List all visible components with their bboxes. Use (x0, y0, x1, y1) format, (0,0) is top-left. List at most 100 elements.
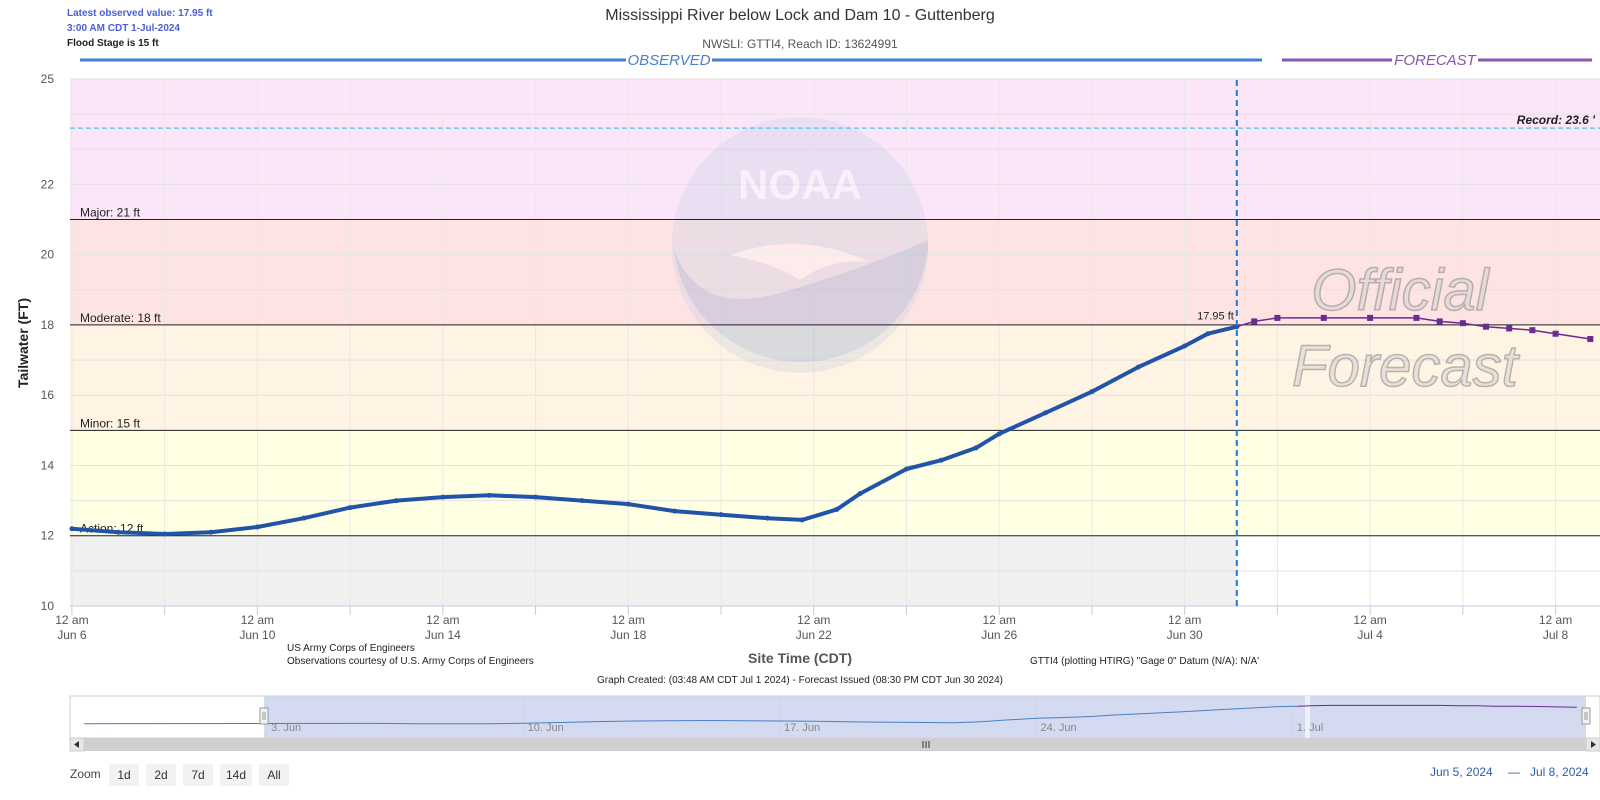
band-action (70, 430, 1600, 536)
x-tick-label-date: Jul 8 (1543, 628, 1569, 642)
observed-point (1089, 389, 1095, 395)
observed-point (301, 515, 307, 521)
forecast-point (1320, 314, 1327, 321)
scroll-right-arrow-icon (1591, 741, 1596, 748)
navigator-scrollbar-thumb[interactable] (84, 738, 1586, 751)
x-axis-title: Site Time (CDT) (748, 650, 852, 666)
observed-point (254, 524, 260, 530)
navigator-label: 10. Jun (528, 722, 564, 734)
observed-point (1205, 331, 1211, 337)
threshold-label-moderate: Moderate: 18 ft (80, 311, 161, 325)
navigator-forecast-line (1297, 704, 1577, 708)
observed-point (857, 491, 863, 497)
x-tick-label-date: Jun 14 (425, 628, 461, 642)
observed-point (69, 526, 75, 532)
observations-credit: Observations courtesy of U.S. Army Corps… (287, 656, 534, 667)
range-separator: — (1508, 765, 1520, 779)
x-tick-label-time: 12 am (1353, 613, 1386, 627)
observed-point (579, 498, 585, 504)
zoom-1d-button[interactable]: 1d (109, 764, 139, 786)
x-tick-label-date: Jun 26 (981, 628, 1017, 642)
forecast-banner-label: FORECAST (1394, 52, 1478, 69)
threshold-label-major: Major: 21 ft (80, 206, 141, 220)
record-label: Record: 23.6 ' (1517, 113, 1596, 127)
y-tick-label: 12 (41, 529, 55, 543)
navigator-labels: 3. Jun 10. Jun 17. Jun 24. Jun 1. Jul (271, 722, 1323, 734)
forecast-point (1274, 314, 1281, 321)
forecast-point (1552, 330, 1559, 337)
navigator-now-gap (1305, 696, 1310, 738)
forecast-point (1483, 323, 1490, 330)
observed-point (347, 505, 353, 511)
y-tick-label: 14 (41, 458, 55, 472)
forecast-point (1413, 314, 1420, 321)
navigator-handle-right[interactable] (1581, 707, 1591, 725)
x-tick-label-time: 12 am (797, 613, 830, 627)
observed-point (973, 445, 979, 451)
band-minor (70, 324, 1600, 431)
x-tick-label-time: 12 am (612, 613, 645, 627)
y-tick-label: 18 (41, 318, 55, 332)
data-series: 17.95 ft (69, 311, 1594, 537)
zoom-14d-button[interactable]: 14d (220, 764, 252, 786)
band-moderate (70, 219, 1600, 325)
zoom-label: Zoom (70, 767, 101, 781)
navigator-label: 3. Jun (271, 722, 301, 734)
official-text: Official (1311, 258, 1490, 323)
latest-value-label: 17.95 ft (1197, 311, 1234, 323)
zoom-all-button[interactable]: All (259, 764, 289, 786)
zoom-2d-button[interactable]: 2d (146, 764, 176, 786)
observed-point (834, 506, 840, 512)
observed-point (162, 531, 168, 537)
observed-point (115, 529, 121, 535)
x-tick-label-time: 12 am (55, 613, 88, 627)
x-tick-label-date: Jun 22 (796, 628, 832, 642)
graph-created-note: Graph Created: (03:48 AM CDT Jul 1 2024)… (597, 675, 1003, 686)
observed-point (625, 501, 631, 507)
x-tick-label-date: Jun 6 (57, 628, 87, 642)
x-tick-label-date: Jul 4 (1357, 628, 1383, 642)
observed-point (533, 494, 539, 500)
chart-title: Mississippi River below Lock and Dam 10 … (605, 7, 995, 24)
y-tick-label: 25 (41, 72, 55, 86)
observed-banner-label: OBSERVED (627, 52, 710, 69)
navigator-selection (264, 696, 1586, 738)
hydrograph-chart: NOAA Official Forecast Action: 12 ftMino… (41, 52, 1600, 642)
observed-point (938, 457, 944, 463)
y-tick-label: 16 (41, 388, 55, 402)
x-tick-label-date: Jun 10 (239, 628, 275, 642)
navigator-label: 24. Jun (1040, 722, 1076, 734)
navigator-series-line (83, 705, 1298, 725)
forecast-point (1436, 318, 1443, 325)
observed-point (1043, 410, 1049, 416)
forecast-point (1251, 318, 1258, 325)
observed-point (486, 492, 492, 498)
y-tick-label: 20 (41, 248, 55, 262)
range-end[interactable]: Jul 8, 2024 (1530, 765, 1589, 779)
forecast-point (1529, 327, 1536, 334)
forecast-text: Forecast (1292, 334, 1521, 399)
chart-subtitle: NWSLI: GTTI4, Reach ID: 13624991 (702, 37, 898, 51)
observed-point (996, 431, 1002, 437)
scrollbar-grip-icon (922, 741, 930, 748)
observed-point (672, 508, 678, 514)
threshold-label-minor: Minor: 15 ft (80, 416, 141, 430)
x-tick-label-time: 12 am (426, 613, 459, 627)
range-start[interactable]: Jun 5, 2024 (1430, 765, 1493, 779)
official-forecast-watermark: Official Forecast (1291, 257, 1521, 400)
navigator-label: 1. Jul (1297, 722, 1323, 734)
x-tick-label-time: 12 am (1539, 613, 1572, 627)
observed-point (1182, 343, 1188, 349)
observed-point (718, 512, 724, 518)
forecast-point (1587, 335, 1594, 342)
navigator[interactable]: 3. Jun 10. Jun 17. Jun 24. Jun 1. Jul (0, 695, 1600, 755)
y-axis: 10 12 14 16 18 20 22 25 (41, 72, 55, 613)
noaa-logo-watermark: NOAA (672, 117, 928, 373)
navigator-handle-left[interactable] (259, 707, 269, 725)
zoom-7d-button[interactable]: 7d (183, 764, 213, 786)
y-tick-label: 22 (41, 177, 55, 191)
scroll-left-arrow-icon (74, 741, 79, 748)
x-tick-label-time: 12 am (1168, 613, 1201, 627)
forecast-point (1506, 325, 1513, 332)
